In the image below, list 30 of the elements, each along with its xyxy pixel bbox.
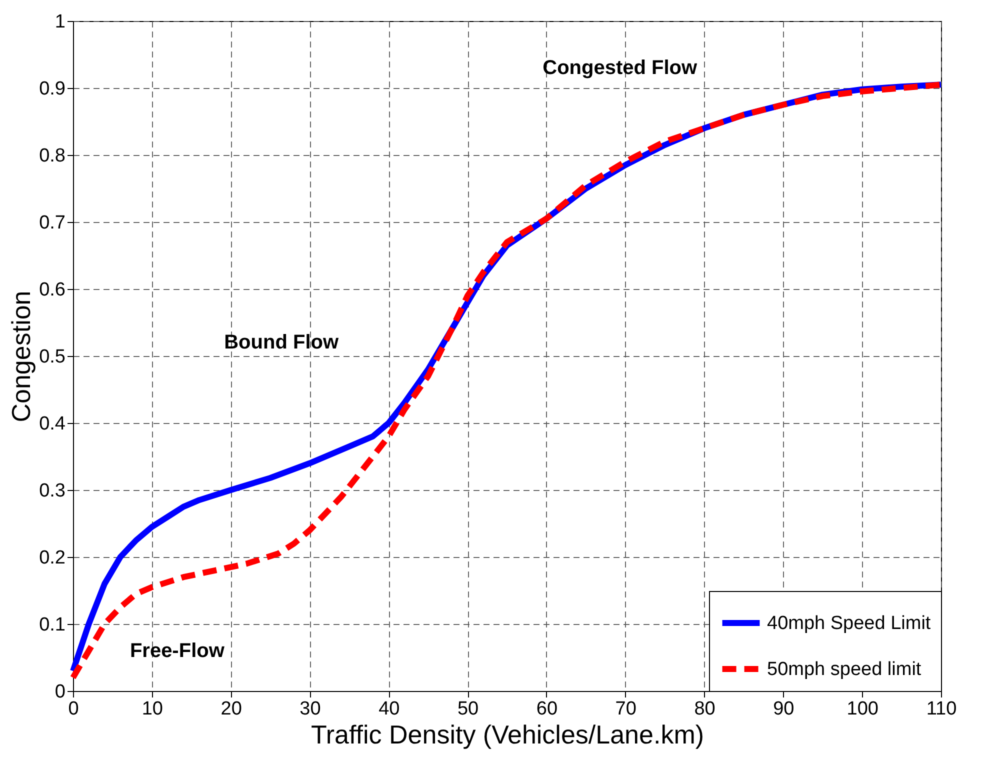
legend-label: 40mph Speed Limit [767, 613, 932, 634]
y-tick-label: 0.6 [39, 280, 66, 300]
y-tick-label: 0 [54, 682, 66, 702]
annotation: Congested Flow [542, 56, 698, 79]
y-tick-label: 0.1 [39, 614, 66, 636]
x-tick-label: 90 [773, 698, 794, 720]
y-tick-label: 0.9 [39, 78, 66, 100]
y-tick-label: 0.8 [39, 146, 66, 166]
x-tick-label: 80 [694, 698, 716, 720]
x-tick-label: 50 [457, 698, 479, 720]
x-tick-label: 60 [536, 698, 558, 720]
y-tick-label: 0.2 [39, 548, 66, 568]
annotation: Bound Flow [224, 332, 339, 354]
x-tick-label: 100 [846, 698, 878, 720]
y-tick-label: 1 [54, 12, 66, 32]
x-tick-label: 30 [300, 698, 321, 720]
x-tick-label: 20 [220, 698, 242, 720]
x-tick-label: 10 [142, 698, 163, 720]
y-tick-label: 0.4 [39, 414, 66, 434]
legend-label: 50mph speed limit [767, 659, 922, 680]
x-tick-label: 110 [926, 698, 957, 720]
y-tick-label: 0.5 [39, 346, 66, 368]
x-axis-title: Traffic Density (Vehicles/Lane.km) [310, 720, 704, 750]
x-tick-label: 40 [378, 698, 400, 720]
annotation: Free-Flow [130, 640, 225, 662]
y-tick-label: 0.7 [39, 212, 66, 234]
y-tick-label: 0.3 [39, 480, 66, 502]
x-tick-label: 70 [615, 698, 636, 720]
x-tick-label: 0 [68, 698, 79, 720]
y-axis-title: Congestion [6, 290, 36, 422]
